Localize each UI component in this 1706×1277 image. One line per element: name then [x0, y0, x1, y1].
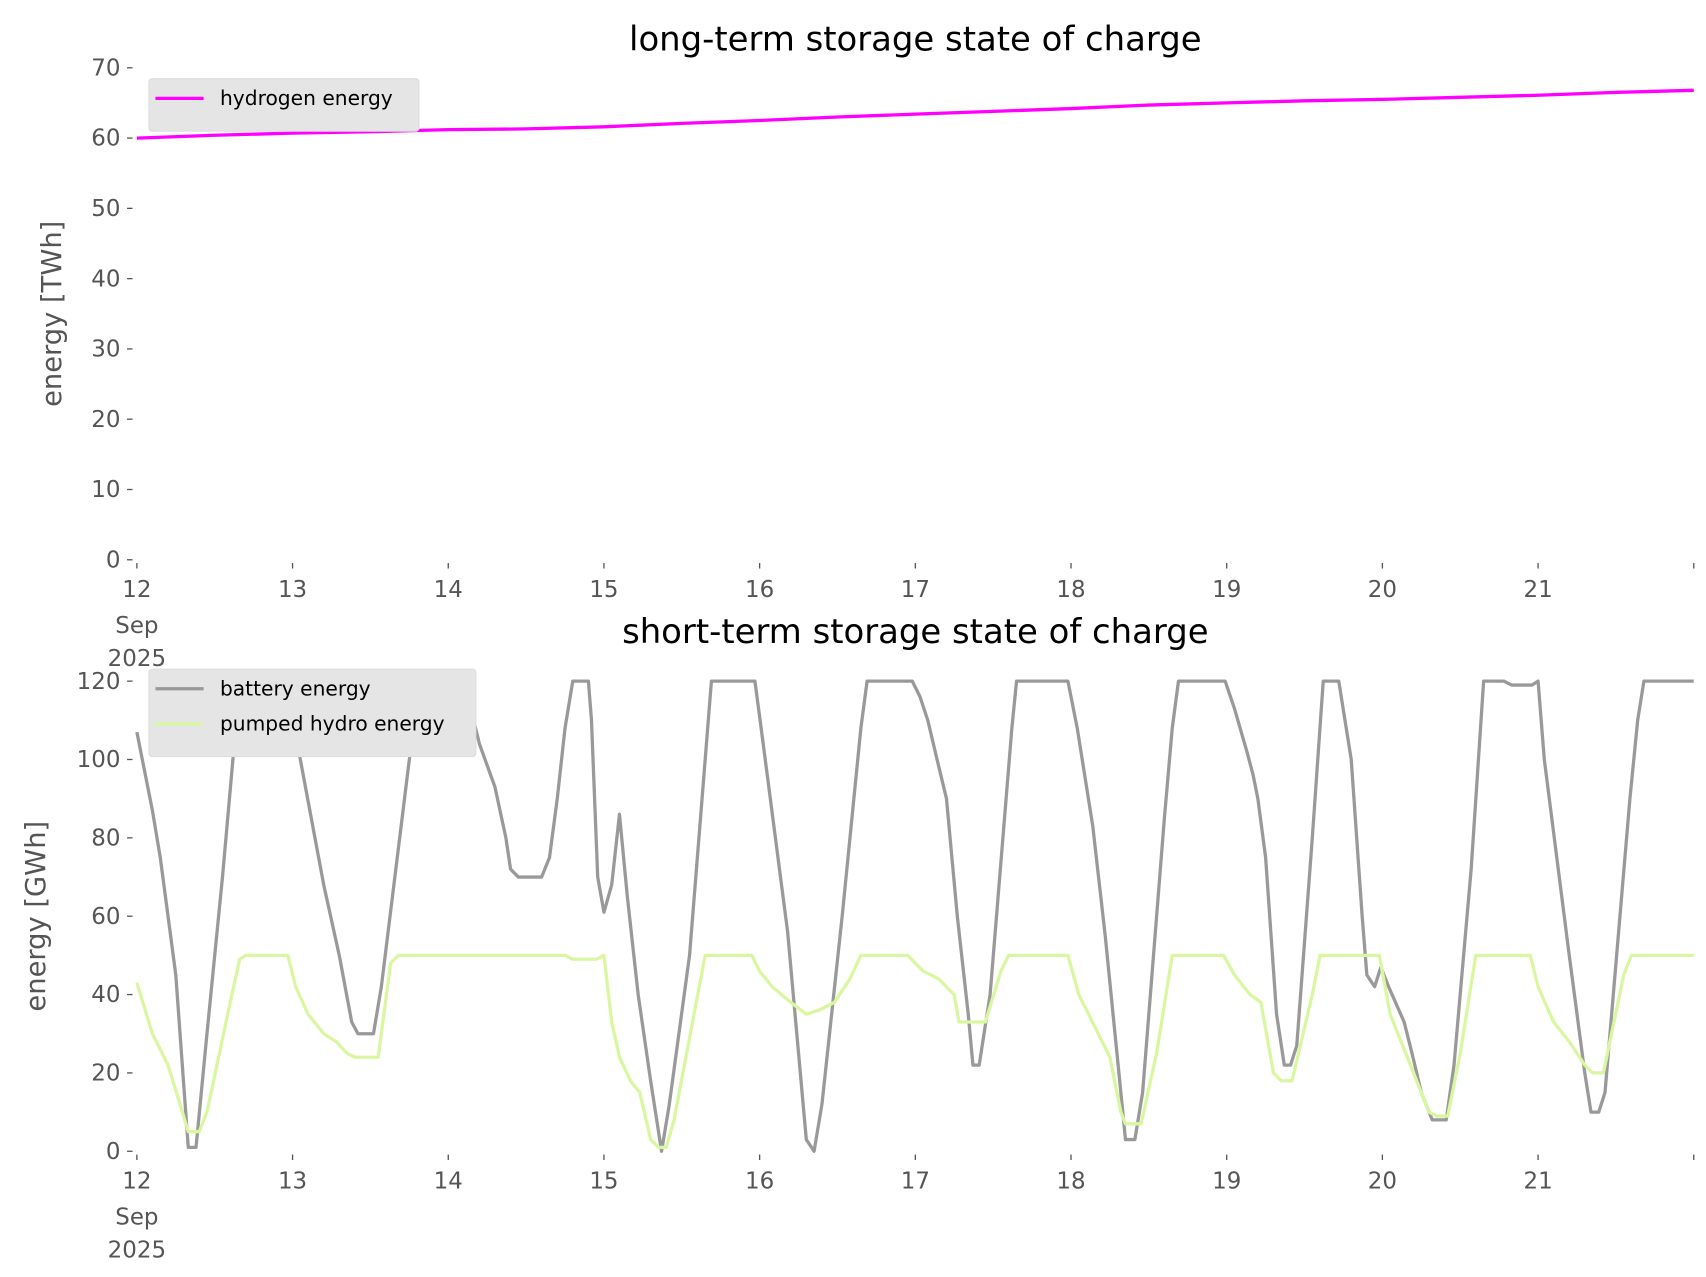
y-tick-label: 0	[106, 547, 121, 573]
y-tick-label: 10	[91, 477, 120, 503]
x-tick-label: 20	[1368, 577, 1397, 603]
x-tick-label: 20	[1368, 1168, 1397, 1194]
legend-label: battery energy	[220, 676, 371, 700]
y-tick-label: 100	[77, 747, 121, 773]
y-tick-label: 40	[91, 982, 120, 1008]
legend: hydrogen energy	[148, 78, 420, 132]
x-tick-sublabel-month: Sep	[115, 1205, 158, 1231]
x-tick-label: 18	[1056, 577, 1085, 603]
legend-box	[148, 668, 477, 758]
y-tick-label: 60	[91, 904, 120, 930]
y-axis-label: energy [TWh]	[37, 221, 68, 407]
y-tick-label: 70	[91, 55, 120, 81]
x-tick-label: 14	[434, 1168, 463, 1194]
x-tick-label: 13	[278, 577, 307, 603]
y-tick-label: 120	[77, 669, 121, 695]
y-tick-label: 40	[91, 266, 120, 292]
y-tick-label: 80	[91, 826, 120, 852]
x-tick-label: 19	[1212, 577, 1241, 603]
y-tick-label: 30	[91, 337, 120, 363]
x-tick-sublabel-year: 2025	[108, 1237, 166, 1263]
x-tick-label: 21	[1523, 1168, 1552, 1194]
x-tick-label: 15	[589, 1168, 618, 1194]
y-axis-label: energy [GWh]	[21, 821, 52, 1012]
x-tick-label: 16	[745, 1168, 774, 1194]
x-tick-sublabel-month: Sep	[115, 613, 158, 639]
legend-box	[148, 78, 420, 132]
series-line-pumped-hydro-energy	[135, 953, 1694, 1149]
legend-label: hydrogen energy	[220, 86, 393, 110]
x-tick-sublabel-year: 2025	[108, 646, 166, 672]
x-tick-label: 17	[901, 1168, 930, 1194]
x-tick-label: 19	[1212, 1168, 1241, 1194]
y-tick-label: 50	[91, 196, 120, 222]
chart-title: long-term storage state of charge	[629, 19, 1202, 58]
chart-panel-2: short-term storage state of charge energy…	[21, 612, 1695, 1263]
x-tick-label: 17	[901, 577, 930, 603]
series-line-battery-energy	[135, 679, 1694, 1153]
chart-title: short-term storage state of charge	[622, 612, 1208, 651]
legend: battery energy pumped hydro energy	[148, 668, 477, 758]
x-tick-label: 12	[122, 1168, 151, 1194]
y-tick-label: 0	[106, 1139, 121, 1165]
legend-label: pumped hydro energy	[220, 711, 445, 735]
y-tick-label: 20	[91, 407, 120, 433]
x-tick-label: 12	[122, 577, 151, 603]
x-tick-label: 13	[278, 1168, 307, 1194]
x-tick-label: 18	[1056, 1168, 1085, 1194]
x-tick-label: 21	[1523, 577, 1552, 603]
chart-panel-1: long-term storage state of charge energy …	[37, 19, 1695, 672]
x-tick-label: 16	[745, 577, 774, 603]
x-tick-label: 14	[434, 577, 463, 603]
y-tick-label: 60	[91, 126, 120, 152]
x-tick-label: 15	[589, 577, 618, 603]
y-tick-label: 20	[91, 1061, 120, 1087]
